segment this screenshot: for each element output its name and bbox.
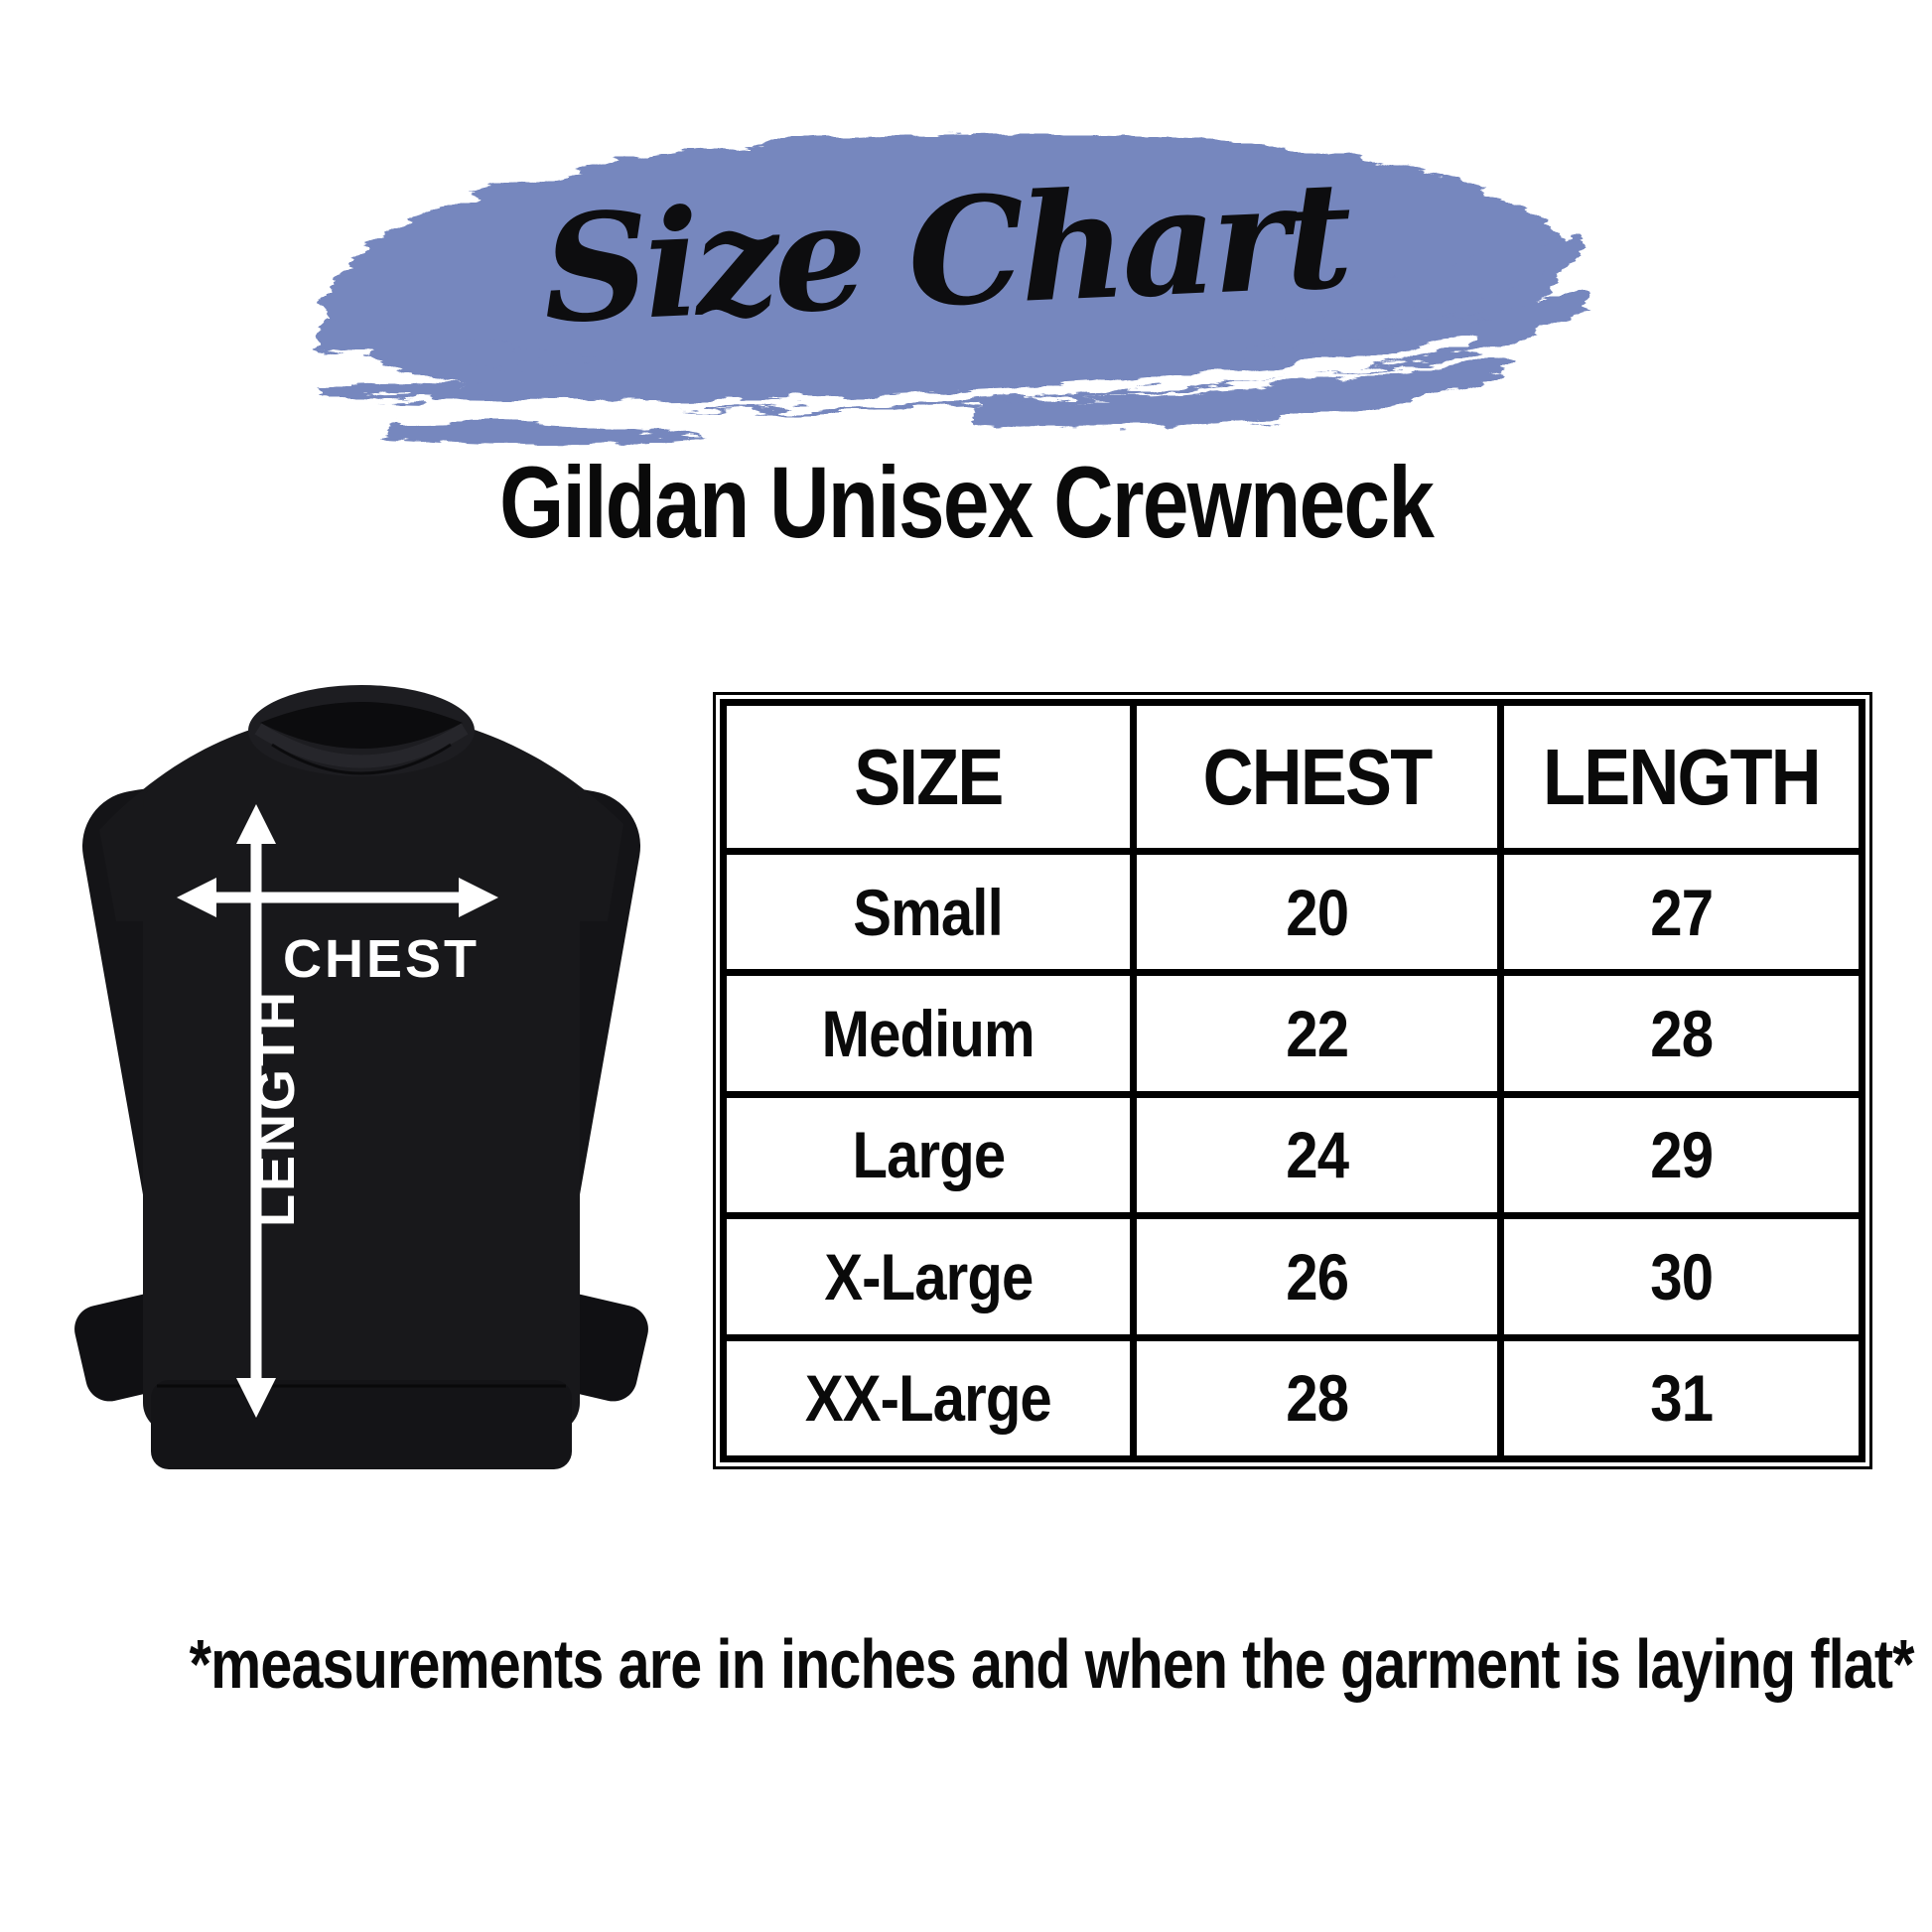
brush-stroke-shape bbox=[316, 132, 1590, 446]
chest-arrow bbox=[177, 878, 498, 917]
length-cell-text: 27 bbox=[1650, 875, 1714, 949]
sweatshirt-body bbox=[143, 777, 580, 1433]
product-subtitle-text: Gildan Unisex Crewneck bbox=[498, 446, 1435, 559]
length-cell: 28 bbox=[1497, 969, 1865, 1098]
chest-label: CHEST bbox=[283, 929, 480, 989]
sweatshirt-waistband bbox=[151, 1380, 572, 1469]
size-cell: XX-Large bbox=[720, 1333, 1137, 1463]
size-cell-text: Medium bbox=[821, 997, 1035, 1071]
product-subtitle: Gildan Unisex Crewneck bbox=[0, 445, 1932, 561]
measurement-footnote-text: *measurements are in inches and when the… bbox=[189, 1625, 1915, 1703]
length-cell: 30 bbox=[1497, 1212, 1865, 1341]
header-cell-text: CHEST bbox=[1202, 732, 1434, 821]
length-label: LENGTH bbox=[246, 989, 306, 1227]
size-cell: Small bbox=[720, 847, 1137, 977]
size-table-row: Small 20 27 bbox=[720, 847, 1865, 977]
size-cell: Medium bbox=[720, 969, 1137, 1098]
size-table-header-cell: CHEST bbox=[1129, 699, 1505, 855]
chest-cell-text: 26 bbox=[1286, 1239, 1349, 1313]
size-cell: X-Large bbox=[720, 1212, 1137, 1341]
length-cell-text: 28 bbox=[1650, 997, 1714, 1071]
chest-cell: 26 bbox=[1129, 1212, 1505, 1341]
length-arrow bbox=[236, 804, 276, 1418]
chest-cell-text: 24 bbox=[1286, 1118, 1349, 1192]
size-cell: Large bbox=[720, 1090, 1137, 1220]
size-table-row: X-Large 26 30 bbox=[720, 1212, 1865, 1341]
brush-white-streak bbox=[298, 335, 1474, 412]
length-cell: 31 bbox=[1497, 1333, 1865, 1463]
size-table-header-row: SIZE CHEST LENGTH bbox=[720, 699, 1865, 855]
chest-cell-text: 20 bbox=[1286, 875, 1349, 949]
header-cell-text: LENGTH bbox=[1543, 732, 1822, 821]
size-cell-text: X-Large bbox=[823, 1239, 1034, 1313]
size-table: SIZE CHEST LENGTH Small 20 27 Medium 22 28 Large… bbox=[713, 692, 1872, 1469]
chest-cell-text: 22 bbox=[1286, 997, 1349, 1071]
size-cell-text: XX-Large bbox=[804, 1361, 1052, 1436]
chest-cell: 22 bbox=[1129, 969, 1505, 1098]
size-cell-text: Small bbox=[853, 875, 1004, 949]
size-cell-text: Large bbox=[852, 1118, 1006, 1192]
size-table-row: Medium 22 28 bbox=[720, 969, 1865, 1098]
chest-cell: 24 bbox=[1129, 1090, 1505, 1220]
sweatshirt-collar-opening bbox=[260, 702, 463, 749]
size-table-body: Small 20 27 Medium 22 28 Large 24 29 X-Large 26 30 X… bbox=[720, 847, 1865, 1463]
size-table-header-cell: LENGTH bbox=[1497, 699, 1865, 855]
size-table-row: XX-Large 28 31 bbox=[720, 1333, 1865, 1463]
header-cell-text: SIZE bbox=[854, 732, 1004, 821]
length-cell-text: 31 bbox=[1650, 1361, 1714, 1436]
brush-stroke-graphic bbox=[278, 81, 1613, 459]
length-cell: 29 bbox=[1497, 1090, 1865, 1220]
garment-illustration: CHEST LENGTH bbox=[22, 564, 701, 1481]
size-table-row: Large 24 29 bbox=[720, 1090, 1865, 1220]
size-table-header-cell: SIZE bbox=[720, 699, 1137, 855]
chest-cell: 28 bbox=[1129, 1333, 1505, 1463]
length-cell-text: 30 bbox=[1650, 1239, 1714, 1313]
length-cell-text: 29 bbox=[1650, 1118, 1714, 1192]
measurement-footnote: *measurements are in inches and when the… bbox=[0, 1624, 1932, 1704]
chest-cell-text: 28 bbox=[1286, 1361, 1349, 1436]
length-cell: 27 bbox=[1497, 847, 1865, 977]
sweatshirt-collar-seam bbox=[271, 743, 452, 775]
sweatshirt-collar-band bbox=[254, 723, 469, 768]
chest-cell: 20 bbox=[1129, 847, 1505, 977]
